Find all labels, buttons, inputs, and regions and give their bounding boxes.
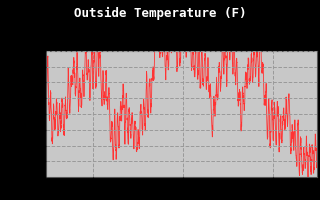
Text: Outside Temperature (F): Outside Temperature (F) [74,7,246,20]
Title: 2024 - 2025: 2024 - 2025 [147,39,216,49]
